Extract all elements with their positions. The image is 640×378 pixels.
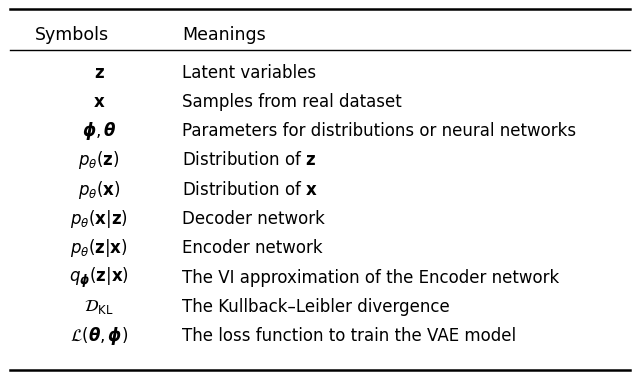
Text: The Kullback–Leibler divergence: The Kullback–Leibler divergence	[182, 298, 450, 316]
Text: $\boldsymbol{\phi}, \boldsymbol{\theta}$: $\boldsymbol{\phi}, \boldsymbol{\theta}$	[82, 120, 116, 142]
Text: $\mathcal{D}_{\mathrm{KL}}$: $\mathcal{D}_{\mathrm{KL}}$	[84, 298, 114, 316]
Text: $p_{\theta}(\mathbf{x})$: $p_{\theta}(\mathbf{x})$	[78, 179, 120, 201]
Text: $q_{\boldsymbol{\phi}}(\mathbf{z}|\mathbf{x})$: $q_{\boldsymbol{\phi}}(\mathbf{z}|\mathb…	[69, 265, 129, 290]
Text: Symbols: Symbols	[35, 26, 109, 44]
Text: Parameters for distributions or neural networks: Parameters for distributions or neural n…	[182, 122, 577, 140]
Text: Distribution of $\mathbf{x}$: Distribution of $\mathbf{x}$	[182, 181, 319, 199]
Text: $\mathcal{L}(\boldsymbol{\theta}, \boldsymbol{\phi})$: $\mathcal{L}(\boldsymbol{\theta}, \bolds…	[70, 325, 129, 347]
Text: The VI approximation of the Encoder network: The VI approximation of the Encoder netw…	[182, 269, 559, 287]
Text: $p_{\theta}(\mathbf{z}|\mathbf{x})$: $p_{\theta}(\mathbf{z}|\mathbf{x})$	[70, 237, 128, 259]
Text: Distribution of $\mathbf{z}$: Distribution of $\mathbf{z}$	[182, 152, 317, 169]
Text: $\mathbf{x}$: $\mathbf{x}$	[93, 93, 106, 111]
Text: $p_{\theta}(\mathbf{z})$: $p_{\theta}(\mathbf{z})$	[79, 149, 120, 172]
Text: Decoder network: Decoder network	[182, 210, 325, 228]
Text: $p_{\theta}(\mathbf{x}|\mathbf{z})$: $p_{\theta}(\mathbf{x}|\mathbf{z})$	[70, 208, 128, 230]
Text: Encoder network: Encoder network	[182, 239, 323, 257]
Text: Latent variables: Latent variables	[182, 64, 317, 82]
Text: Samples from real dataset: Samples from real dataset	[182, 93, 402, 111]
Text: $\mathbf{z}$: $\mathbf{z}$	[94, 64, 104, 82]
Text: The loss function to train the VAE model: The loss function to train the VAE model	[182, 327, 516, 345]
Text: Meanings: Meanings	[182, 26, 266, 44]
